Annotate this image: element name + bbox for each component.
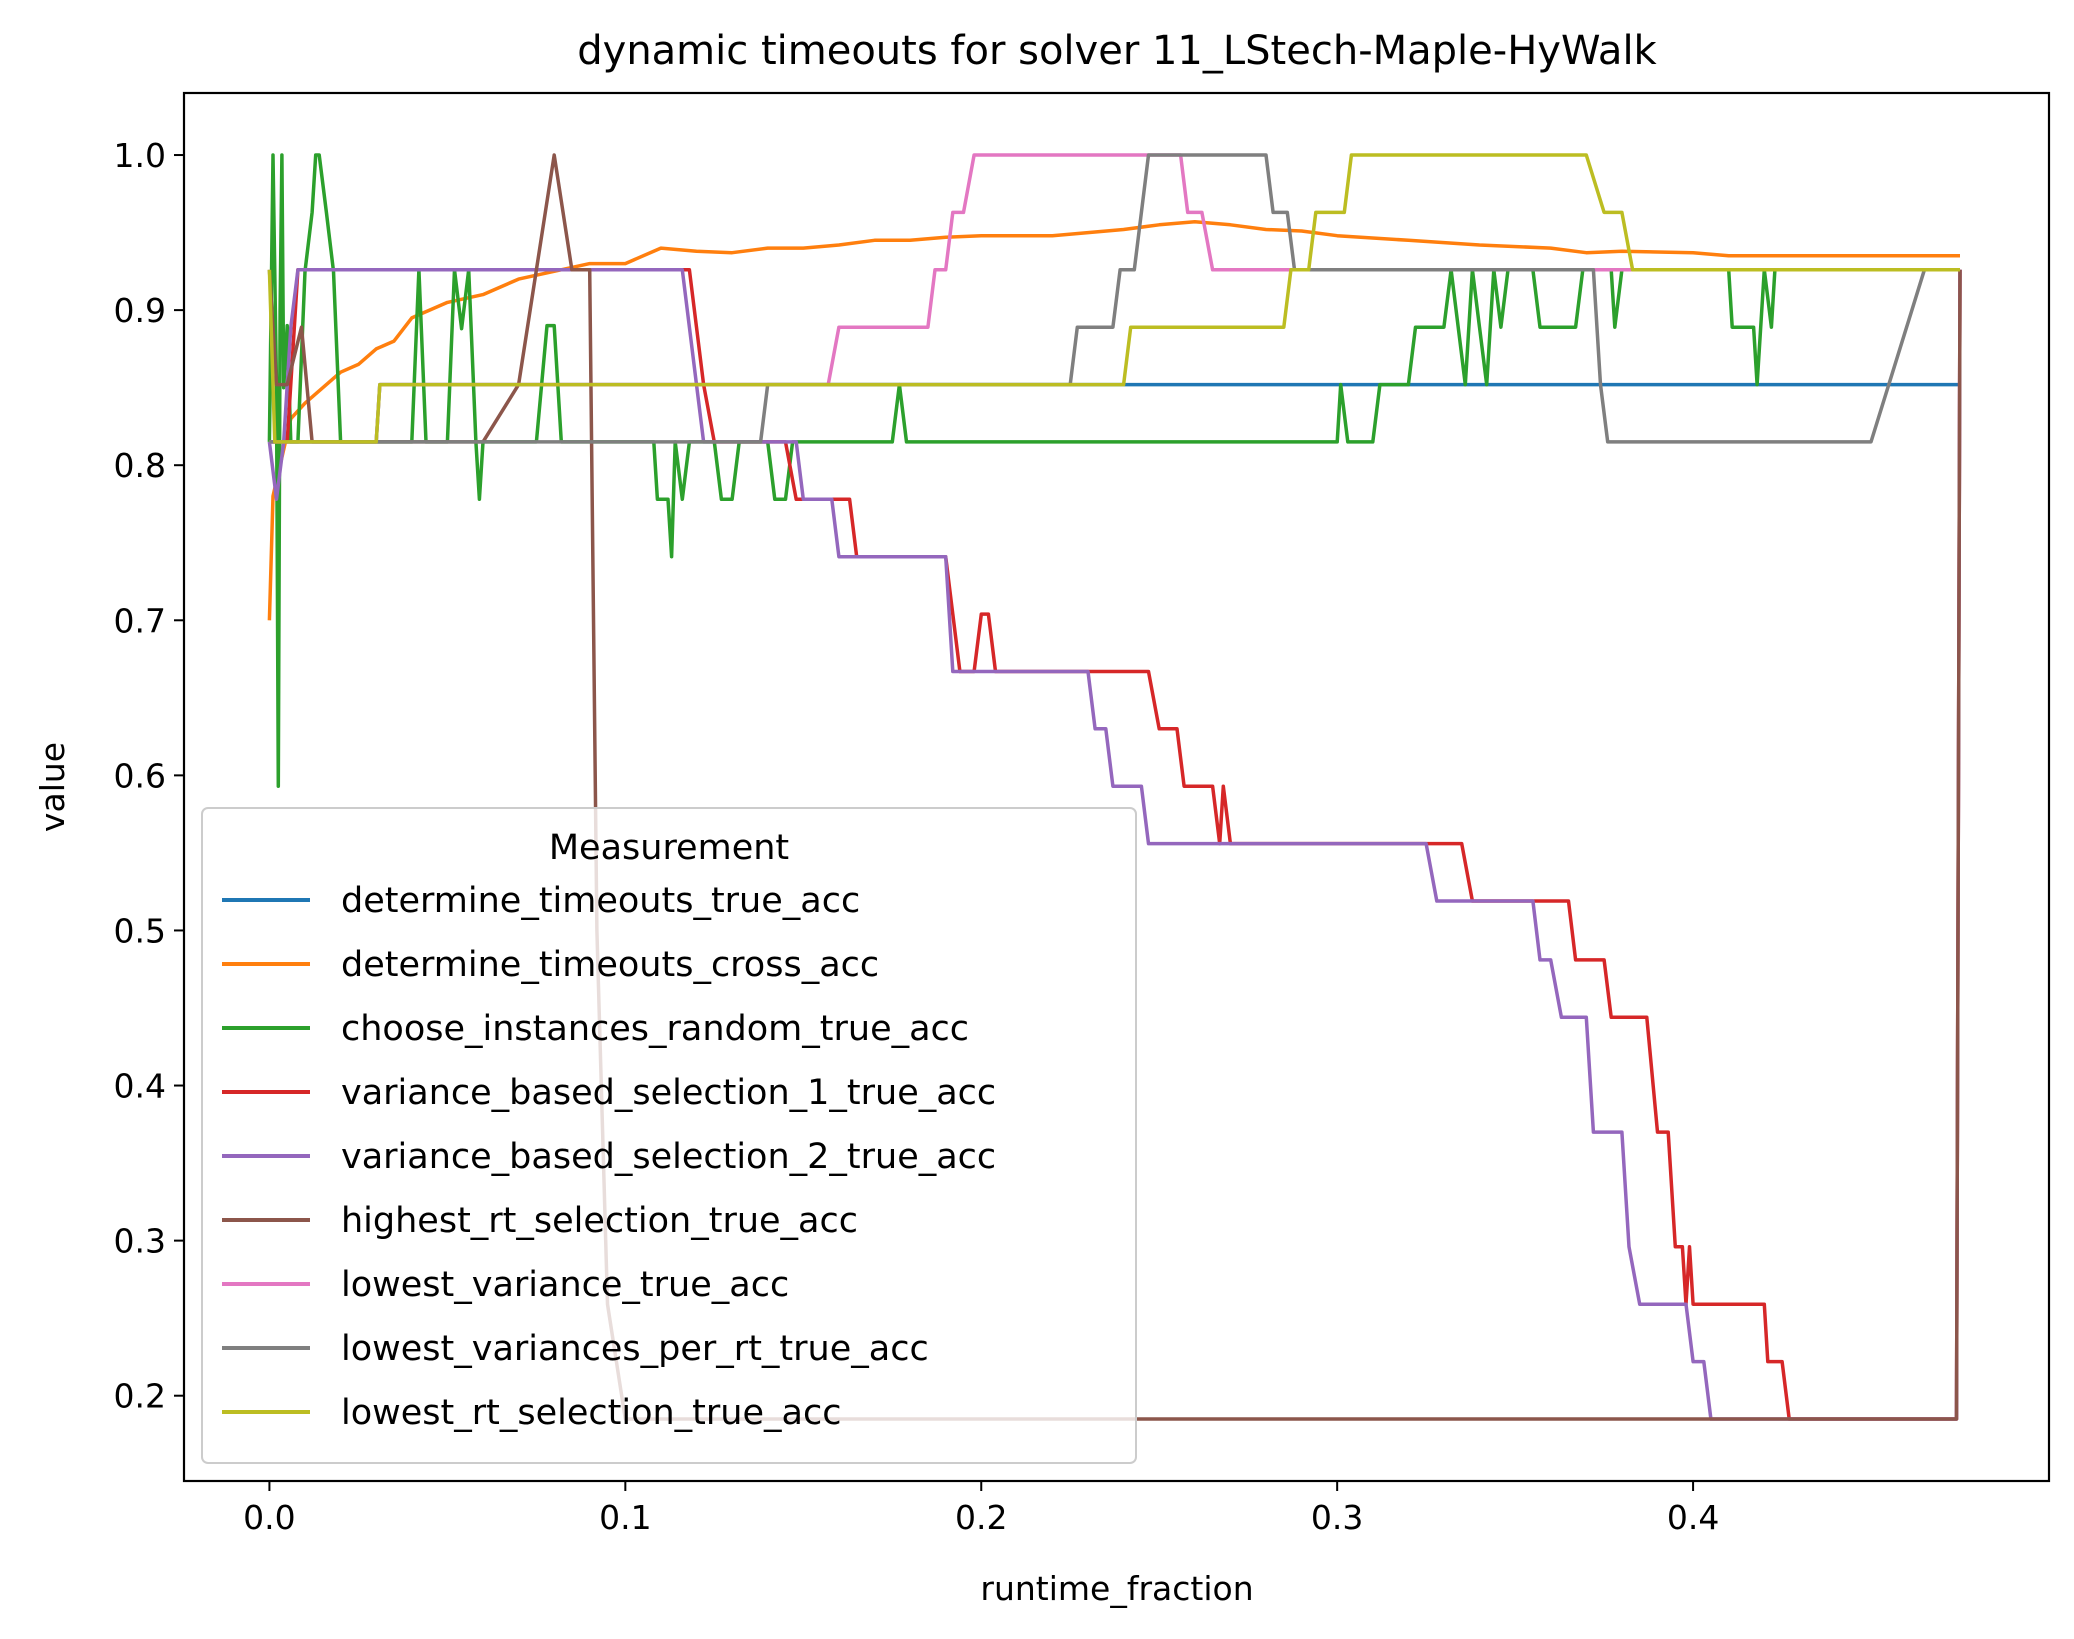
y-tick-label: 0.4 [114, 1067, 166, 1106]
x-tick-label: 0.2 [955, 1498, 1007, 1537]
series-line-lowest-variance-true-acc [269, 153, 1960, 444]
legend-label: variance_based_selection_1_true_acc [341, 1073, 996, 1113]
series-line-determine-timeouts-true-acc [269, 382, 1960, 444]
series-line-variance-based-selection-2-true-acc [267, 268, 1962, 1421]
legend-label: highest_rt_selection_true_acc [341, 1201, 858, 1241]
legend-items: determine_timeouts_true_acc determine_tim… [222, 881, 996, 1433]
legend-label: lowest_variances_per_rt_true_acc [341, 1329, 929, 1369]
legend-label: lowest_variance_true_acc [341, 1265, 789, 1305]
plot-area-frame [182, 91, 2051, 1483]
series-line-lowest-rt-selection-true-acc [267, 153, 1960, 444]
series-line-determine-timeouts-cross-acc [267, 219, 1960, 621]
legend-label: variance_based_selection_2_true_acc [341, 1137, 996, 1177]
legend-label: determine_timeouts_true_acc [341, 881, 860, 921]
legend-label: choose_instances_random_true_acc [341, 1009, 969, 1049]
y-tick-label: 0.7 [114, 601, 166, 640]
y-tick-label: 0.9 [114, 291, 166, 330]
legend: Measurement determine_timeouts_true_accd… [201, 807, 1137, 1464]
x-tick-label: 0.3 [1311, 1498, 1363, 1537]
series-line-lowest-variances-per-rt-true-acc [269, 153, 1960, 444]
x-axis-title: runtime_fraction [980, 1569, 1253, 1608]
series-line-choose-instances-random-true-acc [267, 153, 1960, 788]
x-tick-label: 0.4 [1667, 1498, 1719, 1537]
x-tick-label: 0.0 [243, 1498, 295, 1537]
legend-label: lowest_rt_selection_true_acc [341, 1393, 841, 1433]
series-line-variance-based-selection-1-true-acc [269, 268, 1962, 1421]
y-tick-label: 0.8 [114, 446, 166, 485]
y-tick-label: 0.5 [114, 911, 166, 950]
y-axis-ticks: 0.2 0.3 0.4 0.5 0.6 0.7 0.8 0.9 1.0 [114, 136, 184, 1416]
y-tick-label: 0.2 [114, 1377, 166, 1416]
y-tick-label: 0.3 [114, 1222, 166, 1261]
x-tick-label: 0.1 [599, 1498, 651, 1537]
plot-series-group [267, 153, 1962, 1421]
legend-box [201, 807, 1137, 1464]
legend-title: Measurement [549, 828, 789, 868]
y-tick-label: 1.0 [114, 136, 166, 175]
y-tick-label: 0.6 [114, 756, 166, 795]
chart-title: dynamic timeouts for solver 11_LStech-Ma… [577, 28, 1657, 74]
y-axis-title: value [33, 742, 72, 832]
x-axis-ticks: 0.0 0.1 0.2 0.3 0.4 [243, 1481, 1719, 1537]
legend-label: determine_timeouts_cross_acc [341, 945, 879, 985]
